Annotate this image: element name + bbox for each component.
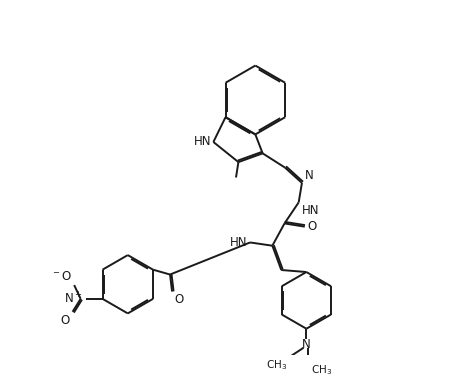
Text: HN: HN [230, 236, 247, 249]
Text: CH$_3$: CH$_3$ [311, 363, 332, 376]
Text: $^-$O: $^-$O [51, 270, 73, 283]
Text: O: O [61, 314, 70, 327]
Text: O: O [174, 293, 184, 306]
Text: CH$_3$: CH$_3$ [266, 359, 287, 372]
Text: N: N [302, 338, 311, 351]
Text: O: O [307, 220, 316, 233]
Text: N$^+$: N$^+$ [64, 291, 83, 307]
Text: N: N [305, 169, 314, 182]
Text: HN: HN [194, 135, 212, 149]
Text: HN: HN [301, 204, 319, 217]
